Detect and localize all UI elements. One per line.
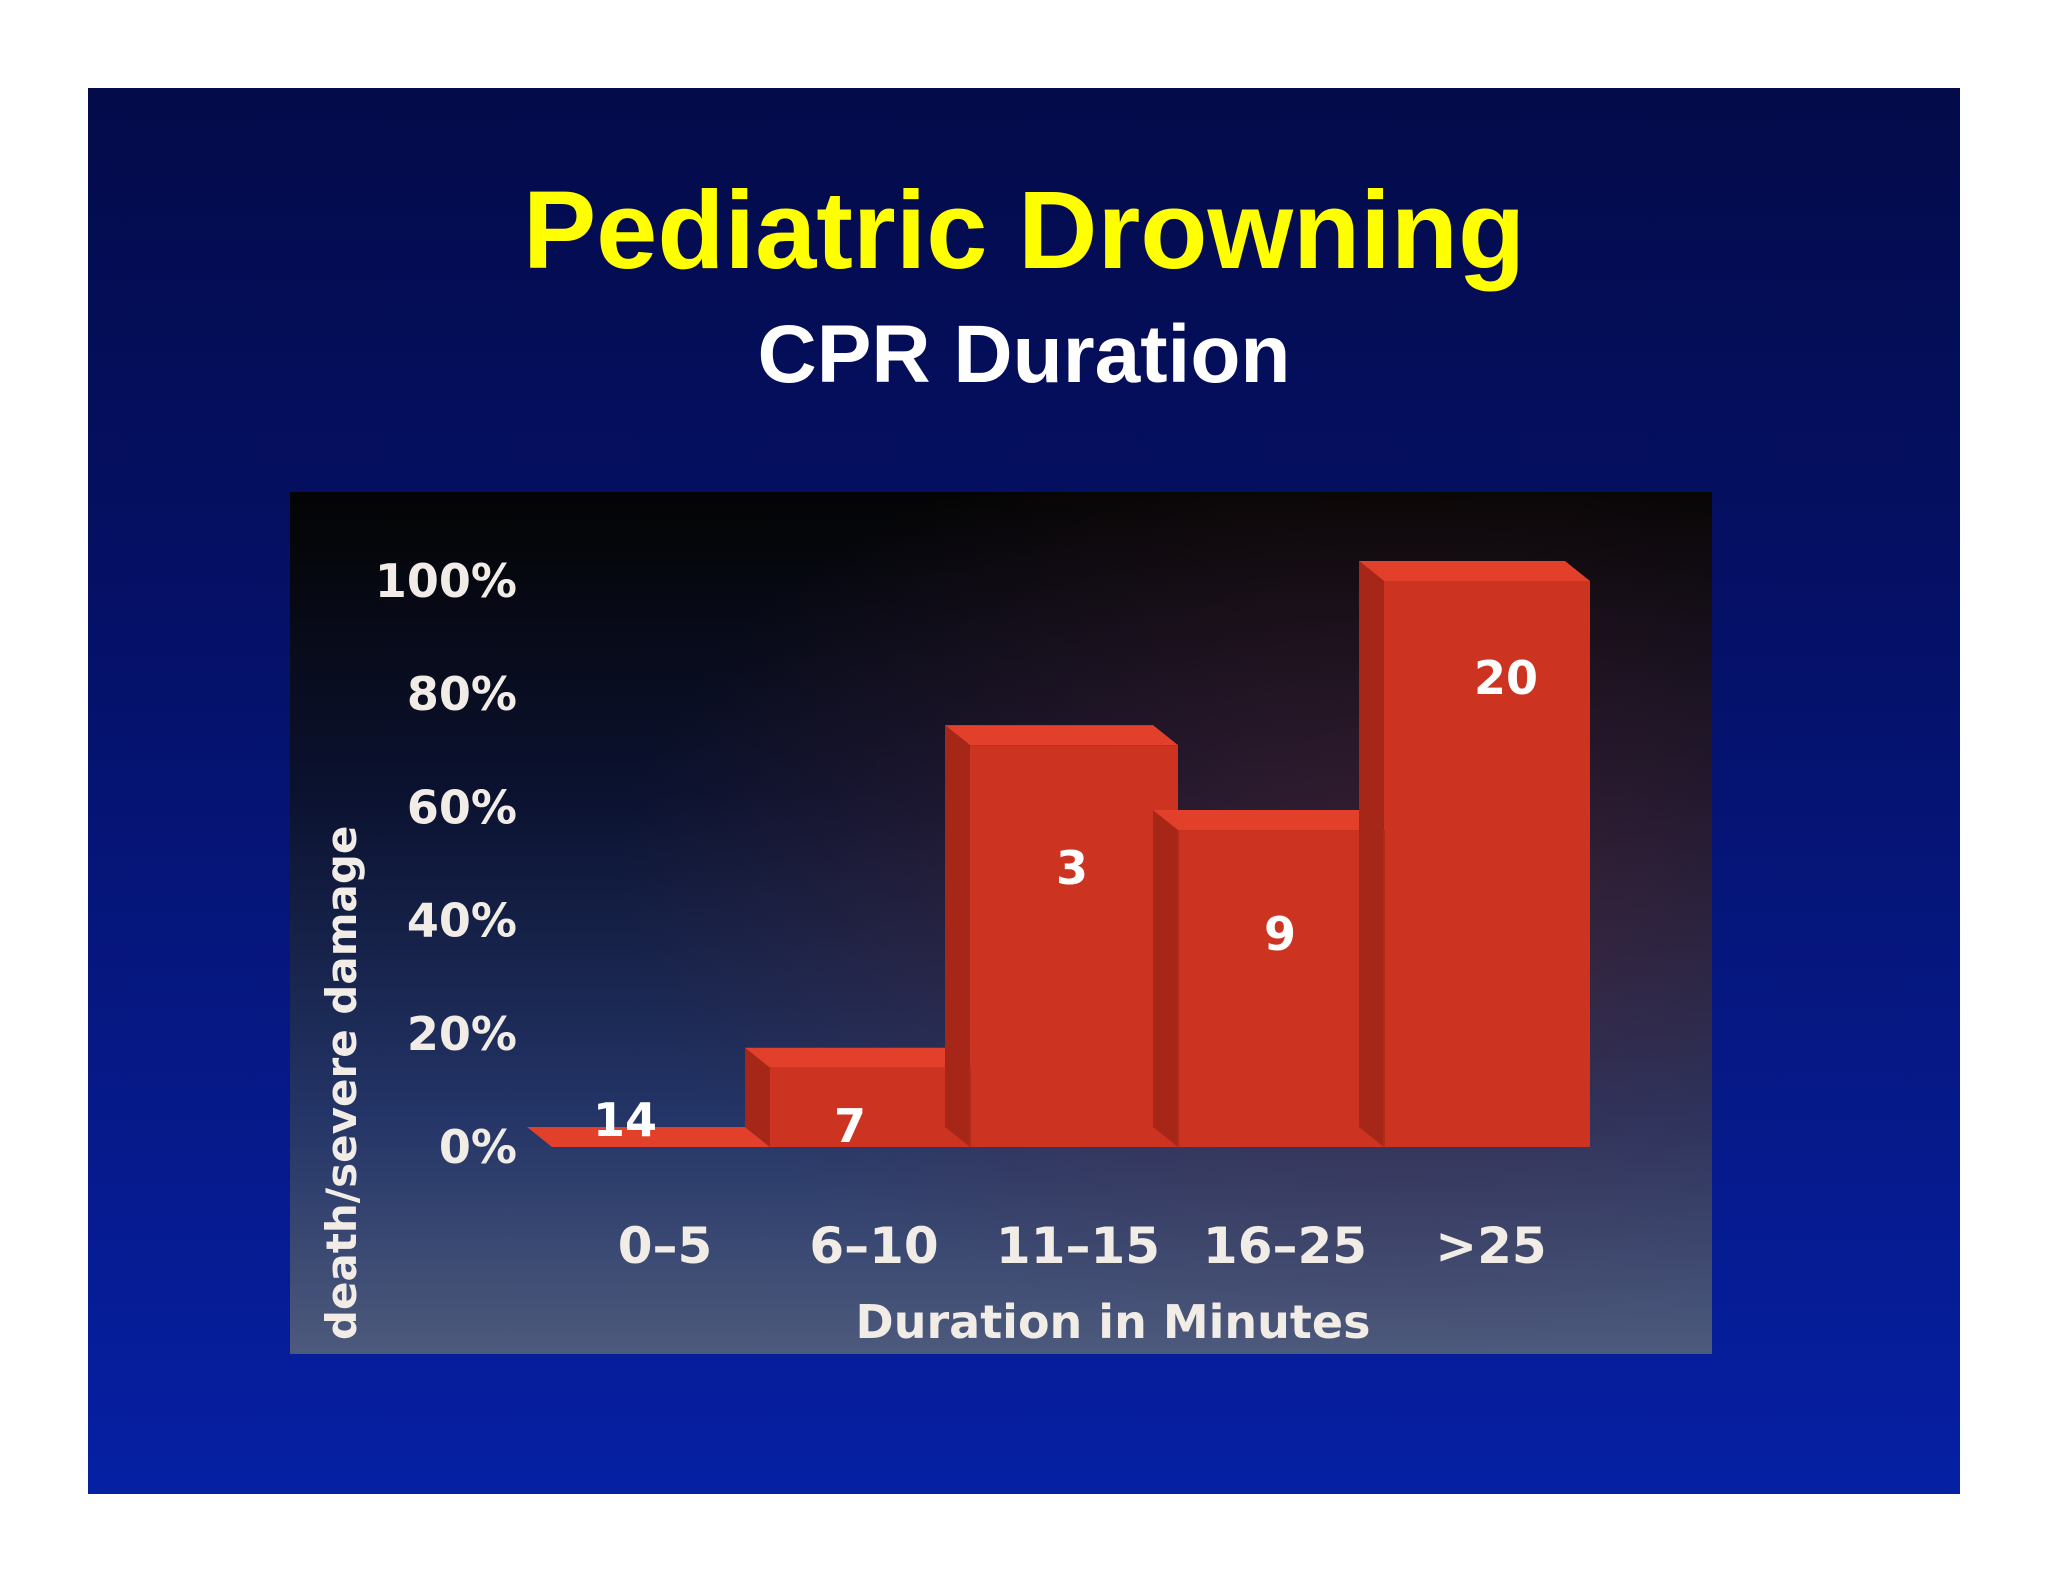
x-tick-label: >25	[1435, 1217, 1546, 1275]
bar-front-face	[1178, 830, 1384, 1147]
bar-count-label: 9	[1264, 907, 1296, 961]
bar-1	[527, 1127, 770, 1147]
chart-panel: Risk death/severe damage Duration in Min…	[290, 492, 1712, 1354]
bar-count-label: 7	[834, 1099, 866, 1153]
x-tick-label: 11–15	[996, 1217, 1160, 1275]
bar-front-face	[770, 1067, 970, 1147]
bar-top-face	[745, 1047, 970, 1068]
slide-subtitle: CPR Duration	[757, 309, 1291, 400]
bar-chart: Risk death/severe damage Duration in Min…	[290, 492, 1712, 1354]
y-tick-label: 100%	[375, 554, 517, 608]
slide: Pediatric Drowning CPR Duration Risk dea…	[88, 88, 1960, 1494]
bar-5	[1359, 561, 1590, 1147]
bar-count-label: 3	[1056, 841, 1088, 895]
bar-front-face	[1384, 581, 1590, 1147]
x-tick-label: 0–5	[618, 1217, 713, 1275]
x-axis-label: Duration in Minutes	[856, 1295, 1371, 1349]
x-axis-ticks: 0–5 6–10 11–15 16–25 >25	[618, 1217, 1547, 1275]
y-tick-label: 20%	[407, 1007, 517, 1061]
bar-top-face	[1359, 561, 1590, 581]
bar-side-face	[945, 725, 970, 1147]
y-axis-ticks: 0% 20% 40% 60% 80% 100%	[375, 554, 517, 1174]
y-tick-label: 0%	[439, 1120, 517, 1174]
bar-count-label: 20	[1474, 651, 1538, 705]
x-tick-label: 16–25	[1203, 1217, 1367, 1275]
bar-4	[1153, 810, 1384, 1147]
bar-2	[745, 1047, 970, 1147]
y-axis-label: Risk death/severe damage	[317, 826, 366, 1354]
y-tick-label: 40%	[407, 894, 517, 948]
bar-side-face	[1359, 561, 1384, 1147]
y-tick-label: 60%	[407, 780, 517, 834]
bars: 14 7 3 9 20	[527, 561, 1590, 1153]
bar-side-face	[1153, 810, 1178, 1147]
bar-top-face	[945, 725, 1178, 746]
slide-title: Pediatric Drowning	[522, 169, 1526, 292]
bar-count-label: 14	[593, 1093, 657, 1147]
x-tick-label: 6–10	[809, 1217, 938, 1275]
bar-front-face	[970, 745, 1178, 1147]
bar-side-face	[745, 1047, 770, 1147]
bar-top-face	[527, 1127, 770, 1147]
bar-3	[945, 725, 1178, 1147]
y-tick-label: 80%	[407, 667, 517, 721]
bar-top-face	[1153, 810, 1384, 831]
